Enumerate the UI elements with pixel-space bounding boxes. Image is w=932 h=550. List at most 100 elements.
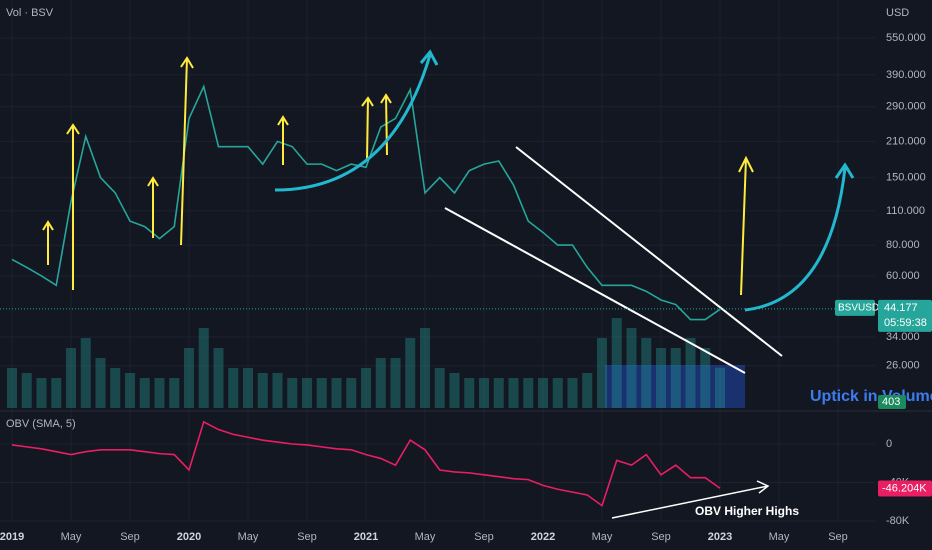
volume-bar	[95, 358, 106, 408]
series-line	[11, 84, 721, 321]
volume-bar	[272, 373, 283, 408]
countdown: 05:59:38	[884, 317, 927, 329]
volume-bar	[597, 338, 607, 408]
volume-bar	[493, 378, 504, 408]
volume-bar	[670, 348, 681, 408]
volume-bar	[184, 348, 194, 408]
x-tick-label: Sep	[120, 531, 140, 543]
volume-bar	[139, 378, 150, 408]
volume-bar	[331, 378, 342, 408]
volume-bar	[51, 378, 62, 408]
x-tick-label: 2022	[531, 531, 555, 543]
y-tick-label: 60.000	[886, 270, 920, 282]
volume-bar	[213, 348, 224, 408]
y-tick-label: 390.000	[886, 69, 926, 81]
annotation: Uptick in Volume	[810, 388, 932, 405]
annotations	[42, 49, 855, 519]
pane-title: Vol · BSV	[6, 7, 54, 19]
volume-bar	[7, 368, 17, 408]
y-tick-label: 0	[886, 438, 892, 450]
volume-bar	[80, 338, 91, 408]
x-tick-label: 2019	[0, 531, 24, 543]
volume-bar	[641, 338, 652, 408]
volume-bar	[538, 378, 548, 408]
x-tick-label: May	[415, 531, 436, 543]
volume-bar	[154, 378, 165, 408]
volume-bar	[390, 358, 401, 408]
volume-bar	[552, 378, 563, 408]
volume-bar	[582, 373, 593, 408]
y-tick-label: 290.000	[886, 101, 926, 113]
volume-bar	[523, 378, 534, 408]
obv-label: -46.204K	[882, 482, 927, 494]
volume-bar	[346, 378, 357, 408]
y-tick-label: 550.000	[886, 32, 926, 44]
volume-bar	[375, 358, 386, 408]
volume-bar	[434, 368, 445, 408]
volume-bar	[110, 368, 121, 408]
plot	[7, 84, 725, 507]
series-line	[11, 420, 721, 507]
volume-bar	[685, 338, 696, 408]
volume-bar	[449, 373, 460, 408]
series-name: BSVUSD	[838, 303, 879, 314]
y-tick-label: 150.000	[886, 171, 926, 183]
volume-bar	[420, 328, 430, 408]
x-tick-label: Sep	[651, 531, 671, 543]
price-label: 44.177	[884, 302, 918, 314]
volume-bar	[567, 378, 578, 408]
volume-bar	[21, 373, 32, 408]
annotation: OBV Higher Highs	[695, 504, 799, 518]
x-tick-label: May	[238, 531, 259, 543]
volume-bar	[361, 368, 371, 408]
volume-bar	[715, 367, 725, 408]
volume-bar	[228, 368, 239, 408]
volume-bar	[169, 378, 180, 408]
volume-bar	[125, 373, 135, 408]
volume-bar	[36, 378, 47, 408]
obv-tag	[878, 480, 932, 497]
grid	[0, 0, 875, 522]
x-tick-label: May	[592, 531, 613, 543]
y-tick-label: 26.000	[886, 360, 920, 372]
y-tick-label: -80K	[886, 515, 910, 527]
x-tick-label: 2023	[708, 531, 732, 543]
y-tick-label: 210.000	[886, 135, 926, 147]
volume-bar	[700, 348, 711, 408]
x-tick-label: Sep	[474, 531, 494, 543]
volume-bar	[479, 378, 489, 408]
volume-highlight	[605, 365, 745, 408]
volume-bar	[508, 378, 519, 408]
price-tag	[878, 299, 932, 332]
yellow-arrows	[42, 56, 754, 296]
volume-bar	[464, 378, 475, 408]
x-tick-label: May	[61, 531, 82, 543]
volume-label: 403	[882, 396, 900, 408]
volume-bar	[626, 328, 637, 408]
series-tag	[835, 299, 875, 316]
volume-bar	[405, 338, 416, 408]
y-tick-label: 110.000	[886, 205, 925, 217]
x-tick-label: May	[769, 531, 790, 543]
obv-title: OBV (SMA, 5)	[6, 418, 76, 430]
volume-bar	[611, 318, 622, 408]
volume-bar	[287, 378, 298, 408]
volume-bar	[66, 348, 76, 408]
volume-tag	[878, 395, 906, 409]
volume-bar	[302, 378, 312, 408]
volume-bar	[257, 373, 268, 408]
wedge-line	[444, 207, 746, 374]
x-tick-label: Sep	[297, 531, 317, 543]
volume-bar	[656, 348, 666, 408]
volume-bar	[198, 328, 209, 408]
x-tick-label: 2021	[354, 531, 378, 543]
x-tick-label: Sep	[828, 531, 848, 543]
wedge-line	[515, 146, 783, 357]
y-tick-label: 34.000	[886, 331, 920, 343]
volume-bar	[243, 368, 253, 408]
y-tick-label: 80.000	[886, 239, 920, 251]
x-tick-label: 2020	[177, 531, 201, 543]
unit-label: USD	[886, 7, 909, 19]
